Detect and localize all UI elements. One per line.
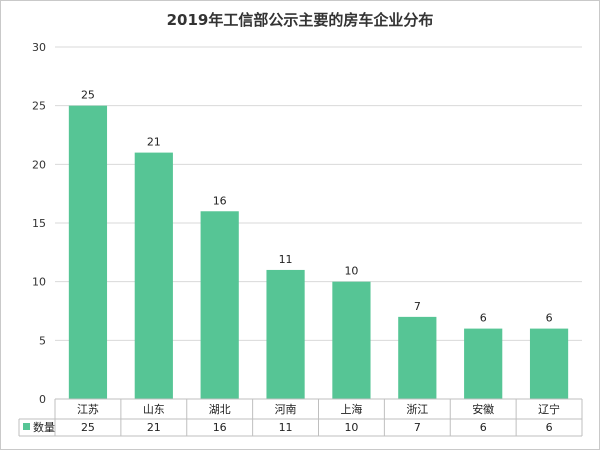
y-tick-label: 30 [32,41,46,54]
y-tick-label: 0 [39,393,46,406]
y-tick-label: 20 [32,158,46,171]
bar-value-label: 6 [546,312,553,325]
table-value: 11 [279,421,293,434]
legend-label: 数量 [33,421,55,434]
x-tick-label: 安徽 [472,402,494,416]
bar [398,316,437,399]
bar [266,269,305,399]
bar-value-label: 11 [279,253,293,266]
table-value: 6 [480,421,487,434]
y-axis-ticks: 0 5 10 15 20 25 30 [32,41,46,406]
x-tick-label: 上海 [340,402,362,416]
gridlines [55,46,582,341]
bar [332,281,371,399]
table-value: 10 [344,421,358,434]
chart-title: 2019年工信部公示主要的房车企业分布 [167,11,434,29]
table-value: 21 [147,421,161,434]
table-value: 7 [414,421,421,434]
bar [529,328,569,399]
x-tick-label: 浙江 [406,403,428,416]
bar-value-label: 16 [213,194,227,207]
x-tick-label: 湖北 [209,403,231,416]
bar [134,152,173,399]
table-value: 6 [546,421,553,434]
bars [68,105,569,400]
x-tick-label: 江苏 [77,403,99,416]
bar-value-label: 10 [344,265,358,278]
bar-value-label: 6 [480,312,487,325]
y-tick-label: 5 [39,334,46,347]
table-value: 16 [213,421,227,434]
data-labels: 25 21 16 11 10 7 6 6 [81,89,553,325]
table-value: 25 [81,421,95,434]
bar [464,328,503,399]
bar-value-label: 21 [147,136,161,149]
y-tick-label: 15 [32,217,46,230]
data-table: 江苏 25 山东 21 湖北 16 河南 11 上海 10 浙江 7 安徽 6 辽宁 6 数量 [18,398,583,437]
legend-swatch [23,423,30,430]
y-tick-label: 25 [32,100,46,113]
bar-value-label: 7 [414,300,421,313]
x-tick-label: 河南 [275,403,297,416]
bar-value-label: 25 [81,89,95,102]
y-tick-label: 10 [32,276,46,289]
x-tick-label: 山东 [143,403,165,416]
x-tick-label: 辽宁 [538,402,560,416]
bar [200,211,239,399]
bar [68,105,108,400]
